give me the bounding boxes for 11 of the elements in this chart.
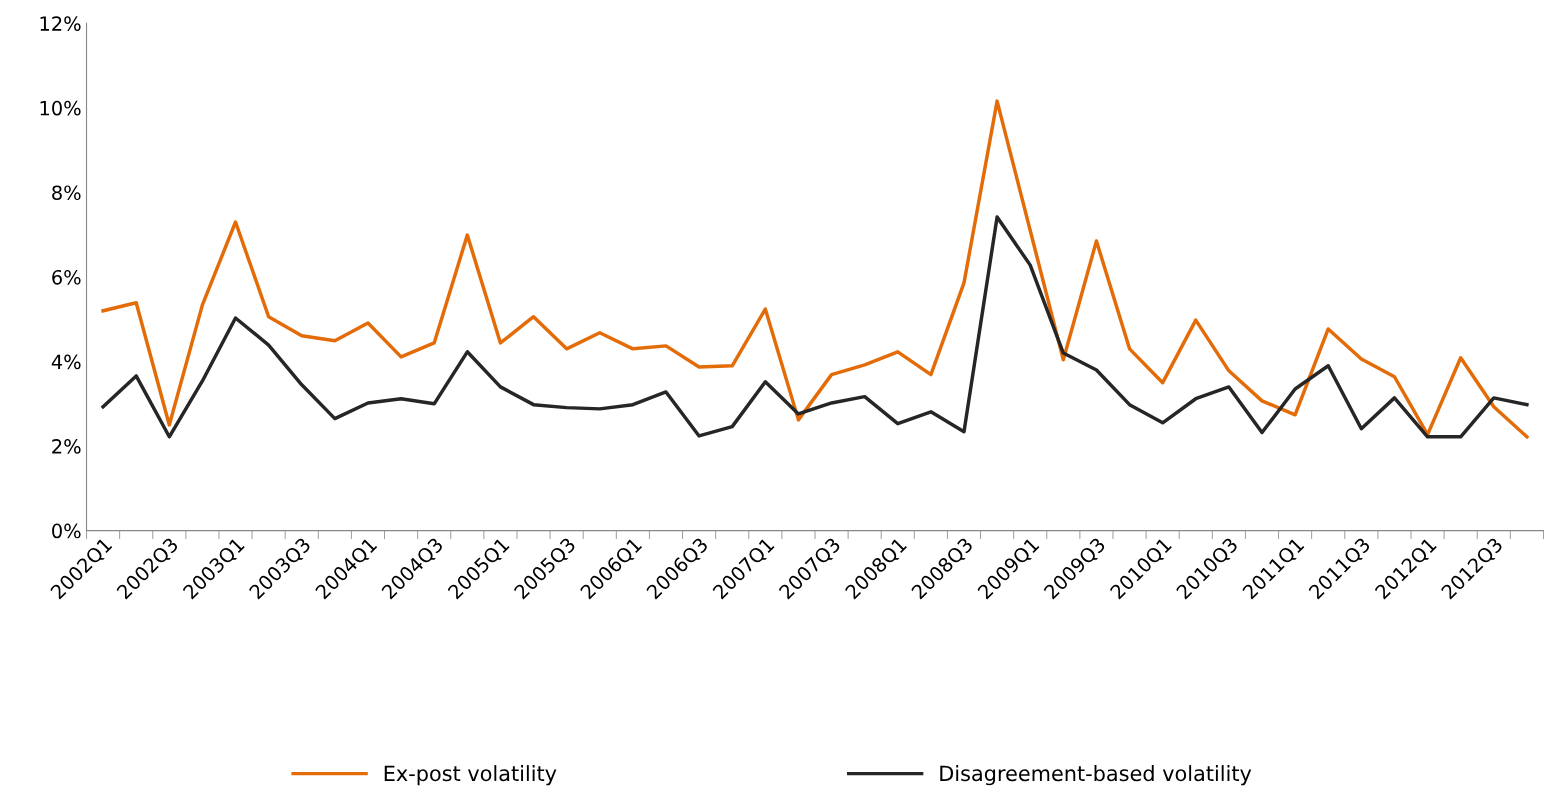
legend-label: Disagreement-based volatility	[940, 765, 1252, 786]
y-tick-label: 10%	[40, 100, 81, 116]
y-tick-label: 6%	[52, 269, 81, 285]
y-tick-label: 4%	[51, 354, 81, 370]
y-tick-label: 12%	[40, 16, 81, 31]
line-series	[101, 99, 1529, 439]
y-tick-label: 0%	[52, 523, 81, 539]
y-tick-label: 2%	[52, 439, 81, 454]
line-series	[101, 215, 1529, 439]
legend-label: Ex-post volatility	[384, 765, 557, 786]
y-tick-label: 8%	[52, 185, 81, 201]
